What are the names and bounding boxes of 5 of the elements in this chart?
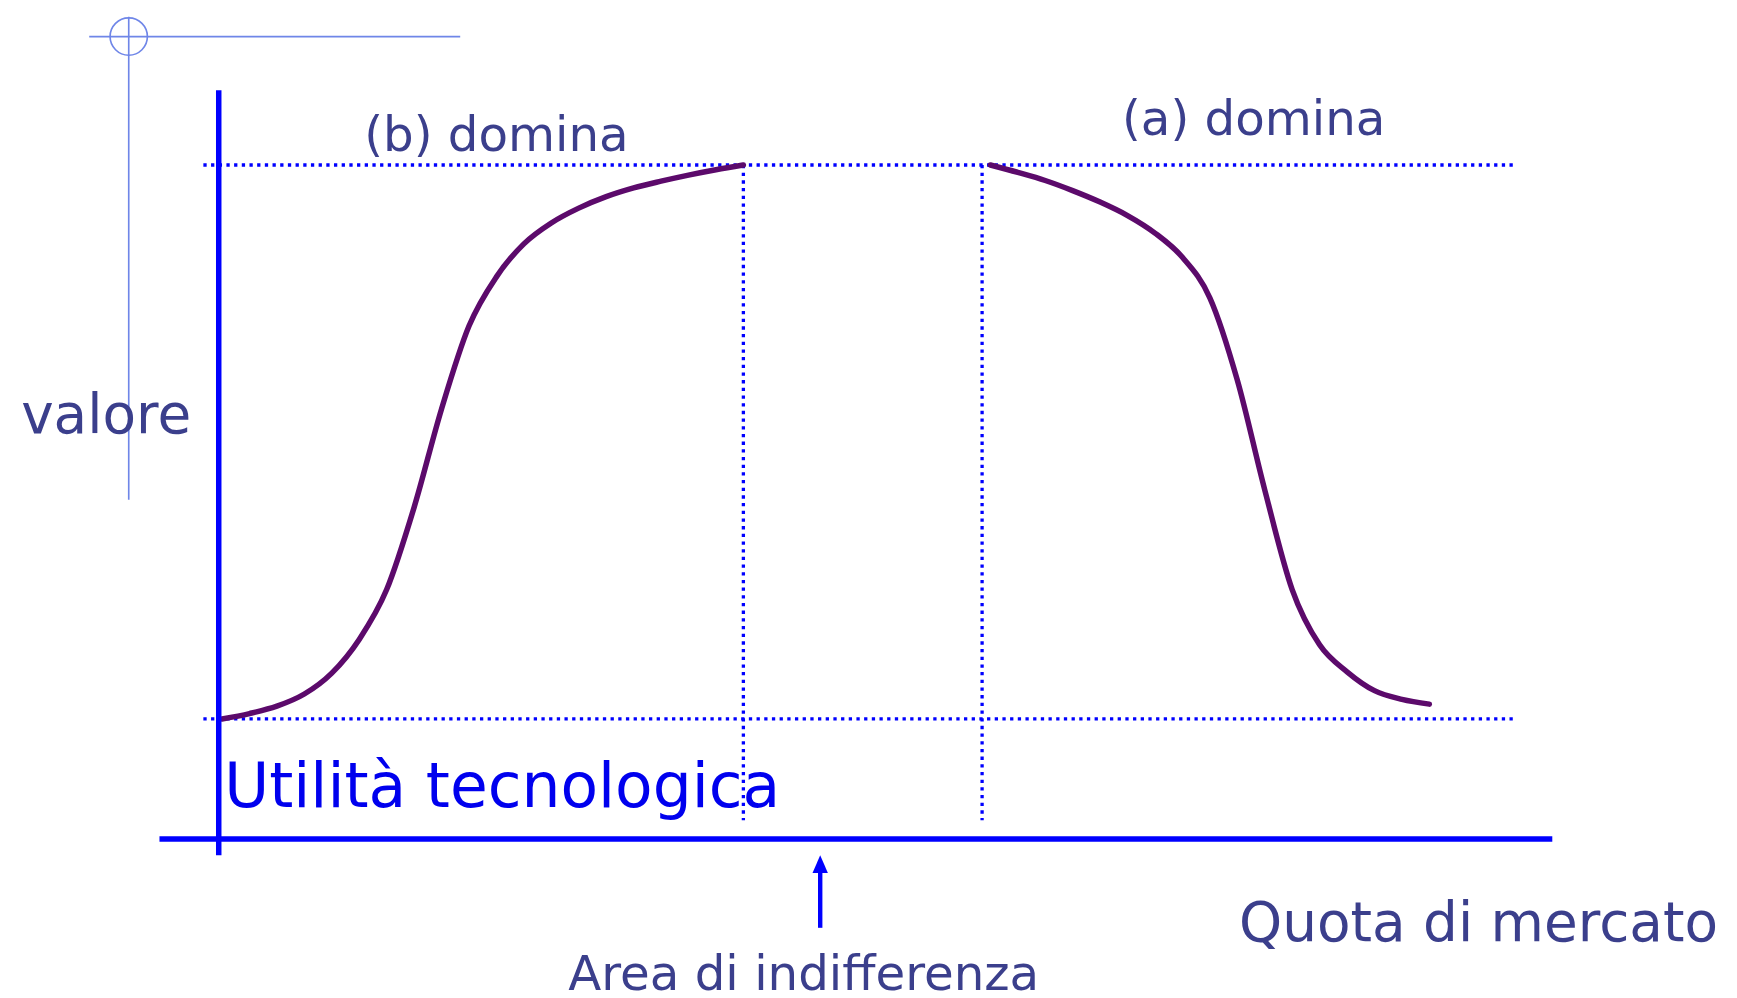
x-axis-title: Quota di mercato — [1239, 889, 1719, 954]
annotation: Utilità tecnologica — [224, 750, 781, 822]
text: (b) domina — [364, 105, 629, 162]
text: Area di indifferenza — [568, 945, 1040, 998]
text: (a) domina — [1122, 90, 1386, 147]
